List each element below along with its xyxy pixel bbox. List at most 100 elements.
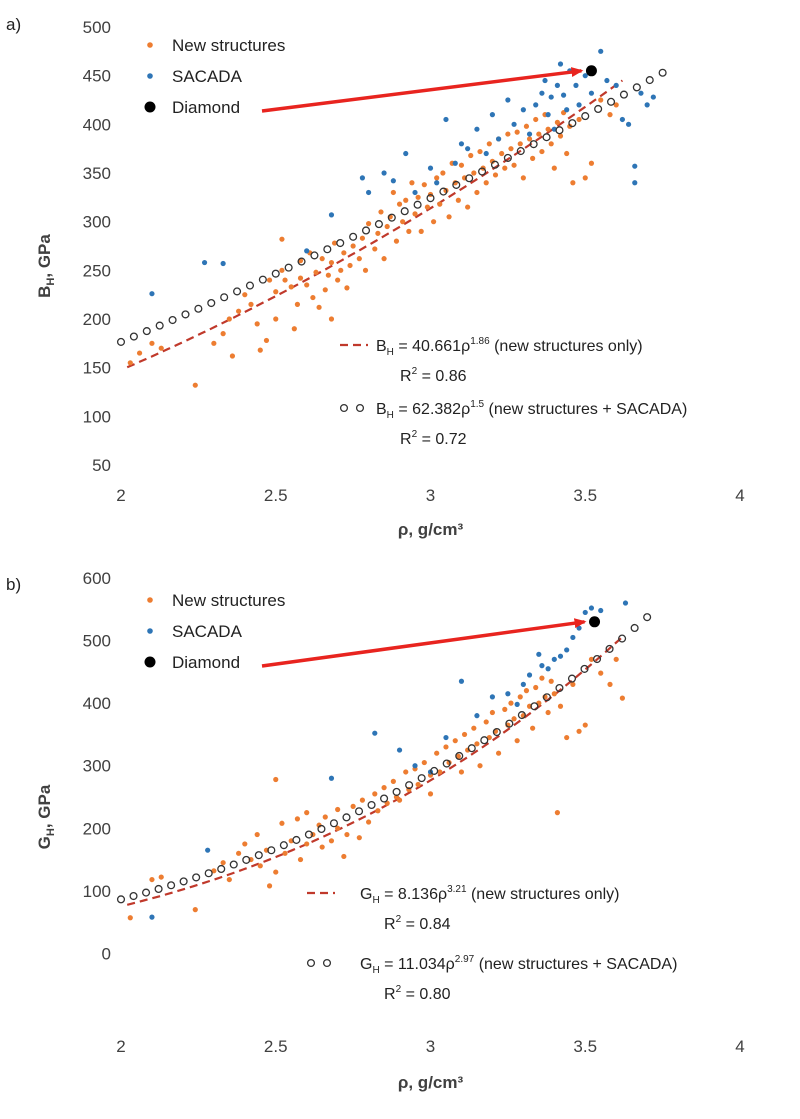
point-sacada <box>554 82 560 88</box>
fit-r-squared: R2 = 0.72 <box>400 429 467 448</box>
fit-marker-all-structures <box>542 693 551 702</box>
point-new-structure <box>211 340 217 346</box>
point-sacada <box>149 914 155 920</box>
point-new-structure <box>434 750 440 756</box>
point-new-structure <box>406 228 412 234</box>
point-sacada <box>465 146 471 152</box>
point-new-structure <box>328 259 335 266</box>
fit-marker-all-structures <box>530 702 539 711</box>
point-new-structure <box>607 112 613 118</box>
r-squared-exponent: 2 <box>412 429 418 440</box>
point-new-structure <box>446 214 452 220</box>
fit-marker-all-structures <box>568 119 577 128</box>
point-new-structure <box>220 331 226 337</box>
point-new-structure <box>254 321 260 327</box>
point-new-structure <box>273 776 279 783</box>
fit-equation: GH = 8.136ρ3.21 (new structures only) <box>360 884 619 906</box>
point-new-structure <box>257 347 263 353</box>
point-new-structure <box>483 180 489 186</box>
point-new-structure <box>229 353 236 359</box>
panel-label: a) <box>6 15 21 34</box>
point-sacada <box>536 651 542 657</box>
point-sacada <box>545 112 551 118</box>
point-new-structure <box>335 277 341 283</box>
panel-label: b) <box>6 575 21 594</box>
chart-panel-a: a) 50 100 150 200 250 300 350 400 450 500 2 2.5 3 3.5 4… <box>6 15 745 539</box>
fit-marker-all-structures <box>387 213 396 222</box>
fit-equation-symbol: G <box>360 886 372 903</box>
point-sacada <box>366 189 372 196</box>
point-new-structure <box>266 883 273 889</box>
point-sacada <box>548 94 554 100</box>
fit-marker-all-structures <box>284 263 293 272</box>
point-new-structure <box>533 684 539 691</box>
fit-marker-all-structures <box>516 147 525 156</box>
point-new-structure <box>545 709 551 716</box>
fit-marker-all-structures <box>465 174 474 183</box>
point-new-structure <box>613 656 619 662</box>
legend-marker-new-structures <box>147 597 153 603</box>
point-new-structure <box>192 382 198 388</box>
fit-marker-all-structures <box>292 835 301 844</box>
point-sacada <box>625 121 632 127</box>
y-tick-label: 200 <box>83 819 111 838</box>
fit-marker-all-structures <box>400 207 409 216</box>
point-new-structure <box>554 119 560 125</box>
x-tick-label: 3 <box>426 486 435 505</box>
point-sacada <box>372 730 378 736</box>
fit-marker-all-structures <box>220 293 229 302</box>
fit-marker-all-structures <box>271 269 280 278</box>
point-sacada <box>390 178 396 184</box>
legend-label: SACADA <box>172 622 243 641</box>
point-sacada <box>576 625 582 631</box>
point-new-structure <box>437 769 443 775</box>
legend-label: New structures <box>172 36 285 55</box>
point-new-structure <box>511 716 517 722</box>
point-new-structure <box>393 238 400 244</box>
fit-marker-all-structures <box>116 895 126 904</box>
x-tick-label: 4 <box>735 486 744 505</box>
point-sacada <box>474 126 480 132</box>
point-new-structure <box>409 180 415 186</box>
legend-marker-diamond <box>144 656 156 668</box>
fit-marker-all-structures <box>503 153 512 162</box>
fit-legend-open-circle <box>339 403 349 413</box>
legend-marker-sacada <box>147 73 153 79</box>
point-new-structure <box>508 700 514 706</box>
y-tick-label: 150 <box>83 359 111 378</box>
fit-marker-all-structures <box>254 851 263 860</box>
y-axis-title: GH, GPa <box>35 784 57 849</box>
fit-marker-all-structures <box>354 807 364 816</box>
fit-marker-all-structures <box>478 167 487 176</box>
point-sacada <box>632 180 638 186</box>
point-sacada <box>403 150 409 157</box>
fit-marker-all-structures <box>643 613 652 622</box>
fit-equation-body: = 11.034ρ <box>380 956 455 973</box>
point-sacada <box>526 672 533 678</box>
x-tick-label: 2.5 <box>264 486 288 505</box>
point-new-structure <box>288 284 294 290</box>
point-new-structure <box>548 141 554 147</box>
r-squared-value: = 0.84 <box>401 916 450 933</box>
y-axis-title-subscript: H <box>45 278 57 286</box>
point-new-structure <box>220 860 226 866</box>
point-new-structure <box>335 825 341 831</box>
point-new-structure <box>226 876 232 883</box>
point-new-structure <box>421 759 427 766</box>
point-new-structure <box>452 738 458 744</box>
point-new-structure <box>455 753 461 759</box>
point-diamond <box>585 65 597 77</box>
fit-marker-all-structures <box>155 321 164 330</box>
point-new-structure <box>607 681 613 687</box>
point-new-structure <box>294 816 301 822</box>
fit-marker-all-structures <box>594 104 603 114</box>
point-new-structure <box>400 219 406 225</box>
y-tick-label: 250 <box>83 261 111 280</box>
point-new-structure <box>458 162 465 168</box>
point-sacada <box>632 163 638 169</box>
r-squared-symbol: R <box>384 986 396 1003</box>
point-sacada <box>304 248 310 254</box>
point-new-structure <box>378 209 384 215</box>
fit-marker-all-structures <box>619 90 628 99</box>
fit-marker-all-structures <box>242 855 251 864</box>
